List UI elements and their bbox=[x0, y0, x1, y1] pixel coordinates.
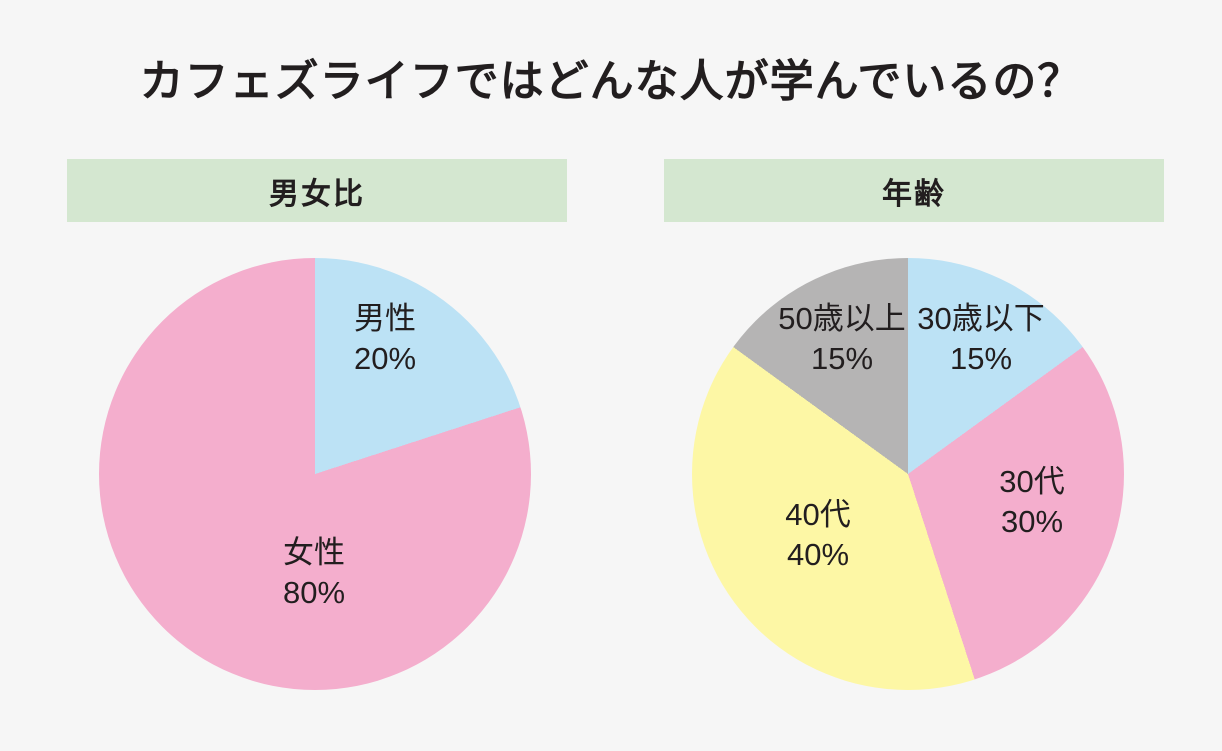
slice-label-over50: 50歳以上 15% bbox=[778, 299, 905, 379]
slice-label-30s-name: 30代 bbox=[999, 464, 1065, 499]
age-chart-header-label: 年齢 bbox=[882, 177, 946, 211]
page-title: カフェズライフではどんな人が学んでいるの？ bbox=[139, 57, 1083, 106]
slice-label-female-name: 女性 bbox=[282, 535, 345, 570]
slice-label-under30-name: 30歳以下 bbox=[917, 301, 1045, 336]
slice-label-female: 女性 80% bbox=[283, 533, 345, 613]
gender-pie-chart bbox=[99, 258, 531, 690]
slice-label-under30-value: 15% bbox=[949, 341, 1013, 376]
gender-chart-header: 男女比 bbox=[67, 159, 567, 222]
slice-label-40s-value: 40% bbox=[786, 537, 850, 572]
slice-label-female-value: 80% bbox=[282, 575, 346, 610]
slice-label-40s: 40代 40% bbox=[785, 495, 850, 575]
slice-label-over50-name: 50歳以上 bbox=[778, 301, 906, 336]
gender-chart-header-label: 男女比 bbox=[269, 177, 365, 211]
slice-label-under30: 30歳以下 15% bbox=[917, 299, 1044, 379]
slice-label-30s-value: 30% bbox=[1000, 504, 1064, 539]
slice-label-30s: 30代 30% bbox=[999, 462, 1064, 542]
age-chart-header: 年齢 bbox=[664, 159, 1164, 222]
slice-label-over50-value: 15% bbox=[810, 341, 874, 376]
slice-label-male: 男性 20% bbox=[354, 299, 416, 379]
slice-label-male-value: 20% bbox=[353, 341, 417, 376]
slice-label-male-name: 男性 bbox=[353, 301, 416, 336]
slice-label-40s-name: 40代 bbox=[785, 497, 851, 532]
age-pie-chart bbox=[692, 258, 1124, 690]
